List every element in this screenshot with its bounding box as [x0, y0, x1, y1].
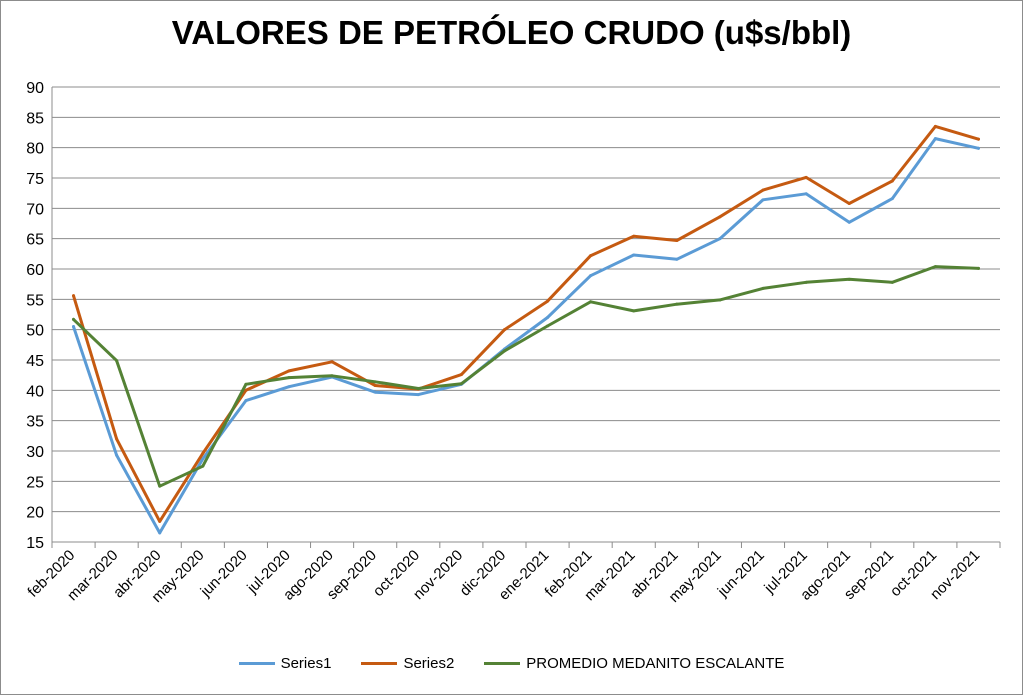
- chart-title: VALORES DE PETRÓLEO CRUDO (u$s/bbl): [171, 14, 852, 51]
- legend-entry-promedio: PROMEDIO MEDANITO ESCALANTE: [484, 655, 784, 672]
- chart-legend: Series1 Series2 PROMEDIO MEDANITO ESCALA…: [0, 655, 1023, 672]
- data-point-series3: [72, 317, 76, 321]
- data-point-series3: [373, 380, 377, 384]
- y-tick-label: 60: [26, 262, 44, 279]
- y-tick-label: 80: [26, 141, 44, 158]
- data-point-series3: [330, 374, 334, 378]
- data-point-series3: [632, 309, 636, 313]
- data-point-series1: [890, 197, 894, 201]
- data-point-series1: [287, 385, 291, 389]
- data-point-series2: [847, 201, 851, 205]
- y-tick-label: 20: [26, 505, 44, 522]
- y-tick-label: 40: [26, 383, 44, 400]
- data-point-series2: [718, 215, 722, 219]
- data-point-series2: [502, 328, 506, 332]
- data-point-series2: [201, 451, 205, 455]
- data-point-series2: [244, 388, 248, 392]
- data-point-series1: [675, 257, 679, 261]
- data-point-series3: [718, 298, 722, 302]
- data-point-series2: [675, 238, 679, 242]
- legend-entry-series1: Series1: [238, 655, 332, 672]
- data-point-series2: [72, 294, 76, 298]
- data-point-series2: [632, 234, 636, 238]
- data-point-series1: [158, 531, 162, 535]
- data-point-series3: [115, 359, 119, 363]
- data-point-series1: [244, 399, 248, 403]
- data-point-series1: [115, 453, 119, 457]
- data-point-series2: [459, 373, 463, 377]
- data-point-series3: [847, 277, 851, 281]
- data-point-series3: [675, 302, 679, 306]
- data-point-series2: [890, 179, 894, 183]
- data-point-series3: [287, 376, 291, 380]
- legend-entry-series2: Series2: [361, 655, 454, 672]
- data-point-series2: [933, 124, 937, 128]
- data-point-series1: [589, 274, 593, 278]
- data-point-series3: [761, 286, 765, 290]
- data-point-series2: [158, 519, 162, 523]
- data-point-series1: [373, 390, 377, 394]
- y-tick-label: 75: [26, 171, 44, 188]
- data-point-series3: [589, 300, 593, 304]
- data-point-series1: [933, 137, 937, 141]
- data-point-series3: [502, 349, 506, 353]
- data-point-series2: [115, 437, 119, 441]
- data-point-series1: [804, 192, 808, 196]
- y-tick-label: 85: [26, 110, 44, 127]
- data-point-series1: [632, 253, 636, 257]
- data-point-series2: [546, 299, 550, 303]
- y-tick-label: 70: [26, 201, 44, 218]
- x-tick-label: jun-2021: [714, 547, 768, 601]
- data-point-series2: [330, 360, 334, 364]
- legend-label-series2: Series2: [403, 655, 455, 672]
- y-tick-label: 30: [26, 444, 44, 461]
- legend-swatch-series2: [361, 662, 398, 665]
- data-point-series3: [890, 280, 894, 284]
- data-point-series1: [201, 457, 205, 461]
- data-point-series1: [416, 393, 420, 397]
- legend-swatch-promedio: [484, 662, 521, 665]
- data-point-series3: [416, 387, 420, 391]
- legend-swatch-series1: [238, 662, 275, 665]
- y-tick-label: 65: [26, 232, 44, 249]
- x-tick-label: jun-2020: [197, 547, 251, 601]
- data-point-series3: [546, 324, 550, 328]
- data-point-series2: [589, 254, 593, 258]
- data-point-series1: [546, 316, 550, 320]
- y-tick-label: 55: [26, 292, 44, 309]
- data-point-series1: [847, 220, 851, 224]
- data-point-series1: [976, 146, 980, 150]
- data-point-series3: [244, 382, 248, 386]
- data-point-series1: [72, 325, 76, 329]
- y-tick-label: 90: [26, 80, 44, 97]
- series-line-1: [72, 137, 980, 535]
- data-point-series3: [933, 265, 937, 269]
- data-point-series2: [761, 188, 765, 192]
- data-point-series2: [287, 369, 291, 373]
- data-point-series2: [373, 383, 377, 387]
- y-tick-label: 35: [26, 414, 44, 431]
- y-tick-label: 45: [26, 353, 44, 370]
- y-tick-label: 50: [26, 323, 44, 340]
- data-point-series3: [804, 280, 808, 284]
- y-tick-label: 15: [26, 535, 44, 552]
- data-point-series3: [459, 382, 463, 386]
- data-point-series3: [201, 464, 205, 468]
- y-tick-label: 25: [26, 474, 44, 491]
- data-point-series1: [718, 237, 722, 241]
- data-point-series2: [804, 175, 808, 179]
- data-point-series3: [976, 266, 980, 270]
- legend-label-promedio: PROMEDIO MEDANITO ESCALANTE: [526, 655, 785, 672]
- legend-label-series1: Series1: [280, 655, 332, 672]
- series-line-2: [72, 124, 980, 523]
- series-line-3: [72, 265, 980, 488]
- data-point-series1: [761, 198, 765, 202]
- data-point-series3: [158, 484, 162, 488]
- data-point-series2: [976, 137, 980, 141]
